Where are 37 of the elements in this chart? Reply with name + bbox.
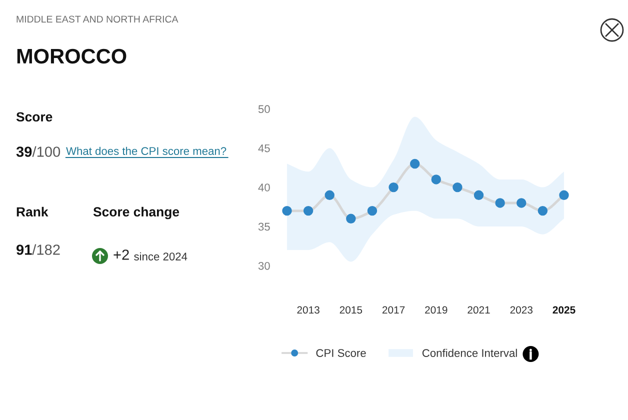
point — [282, 206, 292, 216]
point — [303, 206, 314, 216]
y-tick-label: 45 — [258, 144, 270, 152]
text: Score change — [93, 206, 180, 220]
point — [367, 206, 378, 216]
point — [538, 206, 548, 216]
legend-label: CPI Score — [316, 349, 366, 357]
x-tick-label: 2019 — [425, 306, 448, 314]
point — [452, 182, 462, 192]
y-tick-label: 40 — [258, 184, 270, 192]
text: 39/100 — [16, 146, 60, 157]
x-tick-label: 2021 — [468, 306, 490, 314]
x-tick-label: 2015 — [340, 306, 362, 314]
point — [474, 190, 484, 200]
point — [431, 174, 442, 184]
y-tick-label: 30 — [258, 262, 270, 270]
x-tick-label: 2023 — [510, 306, 533, 314]
y-tick-label: 50 — [258, 105, 270, 114]
x-tick-label: 2017 — [382, 306, 405, 314]
text: What does the CPI score mean? — [66, 146, 226, 155]
y-tick-label: 35 — [258, 222, 270, 231]
text: MIDDLE EAST AND NORTH AFRICA — [16, 16, 178, 23]
text: MOROCCO — [17, 48, 126, 64]
text: Score — [16, 112, 52, 122]
point — [388, 182, 398, 192]
text: Rank — [16, 206, 48, 217]
point — [516, 198, 526, 208]
point — [410, 158, 420, 169]
x-tick-label: 2013 — [297, 306, 320, 314]
text: 91/182 — [16, 244, 60, 255]
point — [495, 198, 505, 208]
x-tick-label: 2025 — [552, 306, 576, 314]
text: +2 since 2024 — [114, 250, 188, 260]
point — [324, 190, 334, 200]
text: Confidence Interval — [422, 348, 517, 357]
point — [559, 190, 569, 200]
point — [346, 214, 356, 224]
